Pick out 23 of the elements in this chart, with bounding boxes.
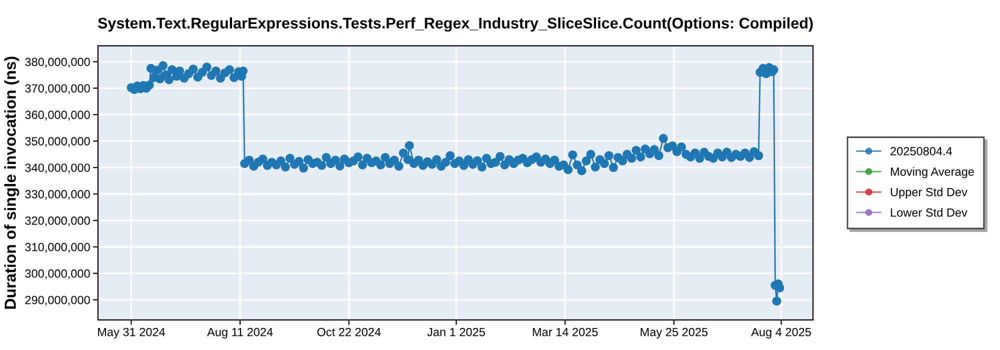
y-tick-label: 370,000,000 [25,84,90,94]
x-tick-label: Jan 1 2025 [427,328,485,336]
y-tick-label: 360,000,000 [25,110,90,120]
x-tick-label: Aug 11 2024 [207,328,273,339]
legend-label: Upper Std Dev [890,188,968,199]
y-tick-label: 300,000,000 [25,269,90,280]
legend-label: Lower Std Dev [890,208,968,217]
y-axis-title: Duration of single invocation (ns) [4,56,20,309]
legend-label: 20250804.4 [890,147,952,156]
y-tick-label: 330,000,000 [25,190,90,200]
y-tick-label: 290,000,000 [25,296,90,306]
chart-title: System.Text.RegularExpressions.Tests.Perf_Regex_Industry_SliceSlice.Count(Options: Compiled) [98,17,813,32]
y-tick-label: 320,000,000 [25,216,90,226]
x-tick-label: May 31 2024 [98,328,166,339]
legend-label: Moving Average [890,167,974,178]
x-tick-label: Mar 14 2025 [532,328,598,336]
x-tick-label: May 25 2025 [640,328,708,339]
y-tick-label: 310,000,000 [25,242,90,253]
y-tick-label: 350,000,000 [25,137,90,147]
y-tick-label: 380,000,000 [25,58,90,68]
x-tick-label: Oct 22 2024 [317,328,381,336]
y-tick-label: 340,000,000 [25,164,90,174]
x-tick-label: Aug 4 2025 [751,328,811,339]
